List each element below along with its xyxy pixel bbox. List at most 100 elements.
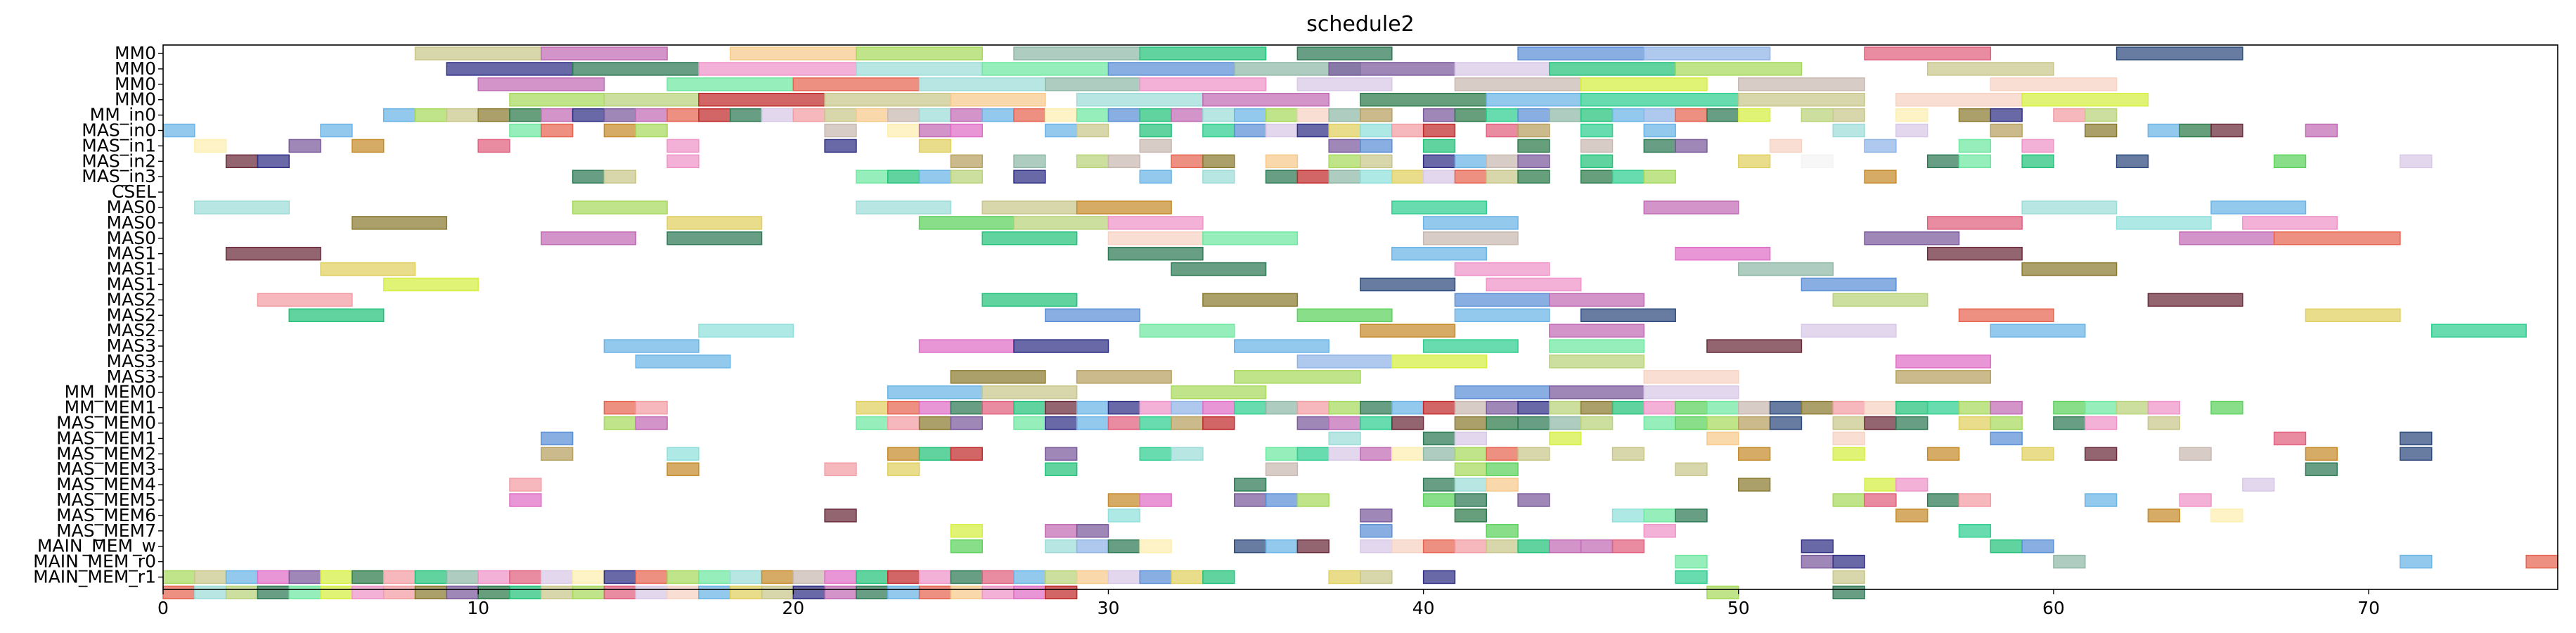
task-bar (1706, 431, 1739, 446)
task-bar (1360, 416, 1393, 430)
task-bar (1486, 108, 1519, 122)
task-bar (1832, 570, 1865, 584)
task-bar (856, 108, 889, 122)
task-bar (1486, 93, 1582, 107)
y-tick-label: MAS3 (107, 335, 156, 356)
task-bar (1171, 108, 1204, 122)
task-bar (1296, 539, 1329, 554)
y-tick-label: MM0 (115, 58, 156, 79)
task-bar (1801, 277, 1897, 292)
task-bar (1328, 170, 1361, 184)
y-tick-label: MAS2 (107, 305, 156, 325)
task-bar (729, 108, 763, 122)
task-bar (1926, 493, 1960, 507)
task-bar (1045, 539, 1078, 554)
task-bar (1422, 216, 1519, 230)
y-tick-label: MAS_MEM0 (56, 413, 156, 433)
y-tick-label: MAS_in3 (82, 166, 156, 186)
task-bar (1549, 324, 1645, 338)
task-bar (698, 324, 794, 338)
task-bar (1517, 46, 1645, 60)
task-bar (698, 108, 731, 122)
task-bar (2273, 431, 2307, 446)
task-bar (2430, 324, 2527, 338)
task-bar (981, 570, 1015, 584)
task-bar (414, 570, 448, 584)
task-bar (666, 462, 700, 476)
task-bar (509, 570, 542, 584)
y-tick-label: MAS_MEM2 (56, 443, 156, 463)
task-bar (1013, 46, 1141, 60)
task-bar (950, 400, 983, 415)
task-bar (950, 524, 983, 538)
task-bar (1926, 246, 2023, 261)
task-bar (1013, 108, 1046, 122)
task-bar (1296, 108, 1329, 122)
task-bar (1832, 585, 1865, 600)
task-bar (1895, 108, 1928, 122)
task-bar (1958, 139, 1992, 153)
x-tick-label: 10 (467, 598, 489, 618)
task-bar (1076, 93, 1204, 107)
task-bar (729, 46, 857, 60)
task-bar (1675, 62, 1803, 76)
task-bar (446, 108, 479, 122)
task-bar (729, 570, 763, 584)
task-bar (1895, 478, 1928, 492)
task-bar (2305, 462, 2338, 476)
task-bar (477, 570, 510, 584)
task-bar (856, 585, 889, 600)
y-tick-label: CSEL (112, 181, 156, 202)
task-bar (1706, 108, 1739, 122)
task-bar (1265, 462, 1299, 476)
task-bar (1422, 570, 1456, 584)
task-bar (1926, 400, 1960, 415)
task-bar (1391, 416, 1424, 430)
task-bar (1486, 539, 1519, 554)
task-bar (603, 339, 700, 353)
task-bar (1454, 478, 1488, 492)
task-bar (1013, 339, 1109, 353)
task-bar (1139, 324, 1235, 338)
task-bar (1076, 123, 1109, 138)
task-bar (603, 416, 636, 430)
task-bar (2085, 400, 2118, 415)
task-bar (1171, 385, 1267, 399)
task-bar (2053, 400, 2086, 415)
task-bar (635, 585, 668, 600)
task-bar (572, 108, 605, 122)
task-bar (1486, 123, 1519, 138)
task-bar (572, 570, 605, 584)
task-bar (1738, 478, 1771, 492)
task-bar (666, 570, 700, 584)
task-bar (824, 123, 857, 138)
task-bar (2147, 509, 2180, 523)
task-bar (1422, 539, 1456, 554)
task-bar (1360, 570, 1393, 584)
task-bar (792, 570, 825, 584)
task-bar (1391, 200, 1488, 215)
task-bar (1139, 400, 1172, 415)
task-bar (1738, 416, 1771, 430)
task-bar (666, 108, 700, 122)
task-bar (2400, 447, 2433, 461)
task-bar (1045, 77, 1141, 91)
task-bar (1549, 385, 1645, 399)
task-bar (1611, 539, 1645, 554)
task-bar (603, 585, 636, 600)
task-bar (950, 416, 983, 430)
task-bar (1391, 246, 1488, 261)
task-bar (1076, 200, 1172, 215)
task-bar (1611, 447, 1645, 461)
task-bar (887, 400, 920, 415)
task-bar (1360, 509, 1393, 523)
task-bar (1832, 108, 1865, 122)
task-bar (2147, 293, 2243, 307)
task-bar (1832, 554, 1865, 569)
task-bar (1675, 509, 1708, 523)
plot-frame (162, 44, 2558, 590)
task-bar (2053, 416, 2086, 430)
task-bar (1422, 139, 1456, 153)
task-bar (2273, 231, 2401, 245)
task-bar (1738, 108, 1771, 122)
